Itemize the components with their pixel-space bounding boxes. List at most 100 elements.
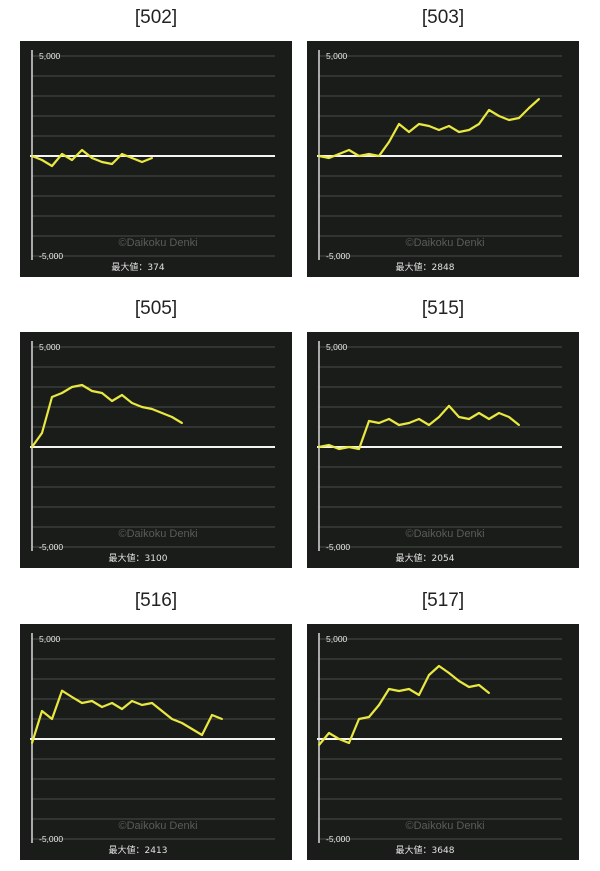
data-point [181,422,183,424]
data-point [111,400,113,402]
data-point [488,692,490,694]
watermark: ©Daikoku Denki [118,820,197,832]
data-point [538,98,540,101]
data-point [141,161,143,163]
data-point [151,157,153,159]
data-point [438,416,440,418]
data-point [378,704,380,706]
data-point [141,406,143,408]
data-point [458,416,460,418]
data-point [518,117,520,119]
max-value-label: 最大値：3100 [109,552,168,564]
data-point [121,153,123,155]
data-point [141,704,143,706]
data-point [121,394,123,396]
watermark: ©Daikoku Denki [405,820,484,832]
y-tick-label: -5,000 [39,251,63,261]
data-point [348,446,350,448]
data-point [41,710,43,712]
data-point [41,432,43,434]
data-point [318,155,320,157]
data-point [161,710,163,712]
data-point [161,412,163,414]
data-point [338,153,340,155]
max-value-label: 最大値：2848 [396,261,455,273]
data-point [398,123,400,125]
data-point [358,155,360,157]
chart-panel: 5,000 -5,000 ©Daikoku Denki 最大値：2054 [307,332,579,568]
max-value-label: 最大値：374 [111,261,164,273]
chart-title: [505] [134,298,178,319]
chart-panel: 5,000 -5,000 ©Daikoku Denki 最大値：3648 [307,624,579,860]
data-point [408,131,410,133]
y-tick-label: 5,000 [39,51,61,61]
data-point [338,448,340,450]
data-point [518,424,520,426]
data-point [478,412,480,414]
data-point [81,702,83,704]
data-point [388,688,390,690]
data-point [91,700,93,702]
data-point [71,386,73,388]
chart-panel: 5,000 -5,000 ©Daikoku Denki 最大値：3100 [20,332,292,568]
data-point [31,742,33,744]
data-point [111,702,113,704]
data-point [171,718,173,720]
chart-svg: 5,000 -5,000 ©Daikoku Denki 最大値：2054 [317,341,562,564]
data-point [328,444,330,446]
data-point [448,404,450,407]
data-point [221,718,223,720]
data-point [201,734,203,736]
data-point [378,155,380,157]
data-point [111,163,113,165]
chart-panel: 5,000 -5,000 ©Daikoku Denki 最大値：2848 [307,41,579,277]
data-point [81,149,83,151]
data-point [328,732,330,734]
data-point [448,125,450,127]
data-point [41,159,43,161]
data-point [418,123,420,125]
data-point [388,141,390,143]
data-point [121,708,123,710]
data-point [368,716,370,718]
data-point [428,125,430,127]
data-point [348,742,350,744]
max-value-label: 最大値：2054 [396,552,455,564]
data-point [468,686,470,688]
chart-svg: 5,000 -5,000 ©Daikoku Denki 最大値：2848 [317,50,562,273]
data-point [101,706,103,708]
chart-cell: [503] 5,000 -5,000 ©Daikoku Denki 最大値：2848 [307,6,579,277]
series-line [318,664,490,746]
chart-title: [516] [134,590,178,611]
chart-cell: [502] 5,000 -5,000 ©Daikoku Denki 最大値：374 [20,6,292,277]
chart-cell: [517] 5,000 -5,000 ©Daikoku Denki 最大値：3648 [307,589,579,860]
data-point [131,700,133,702]
data-point [508,119,510,121]
y-tick-label: 5,000 [39,342,61,352]
data-point [468,129,470,131]
data-point [91,390,93,392]
series-line [31,383,183,448]
y-tick-label: -5,000 [326,834,350,844]
data-point [398,690,400,692]
data-point [101,161,103,163]
data-point [61,392,63,394]
data-point [418,694,420,696]
chart-title: [517] [421,590,465,611]
data-point [211,714,213,716]
data-point [71,159,73,161]
series-line [30,689,223,744]
data-point [378,422,380,424]
max-value-label: 最大値：2413 [109,844,168,856]
data-point [31,155,33,157]
data-point [418,418,420,420]
data-point [338,738,340,740]
chart-panel: 5,000 -5,000 ©Daikoku Denki 最大値：2413 [20,624,292,860]
data-point [438,129,440,131]
watermark: ©Daikoku Denki [118,237,197,249]
data-point [368,420,370,422]
chart-cell: [505] 5,000 -5,000 ©Daikoku Denki 最大値：3100 [20,297,292,568]
chart-cell: [516] 5,000 -5,000 ©Daikoku Denki 最大値：2413 [20,589,292,860]
data-point [358,448,360,450]
chart-cell: [515] 5,000 -5,000 ©Daikoku Denki 最大値：2054 [307,297,579,568]
